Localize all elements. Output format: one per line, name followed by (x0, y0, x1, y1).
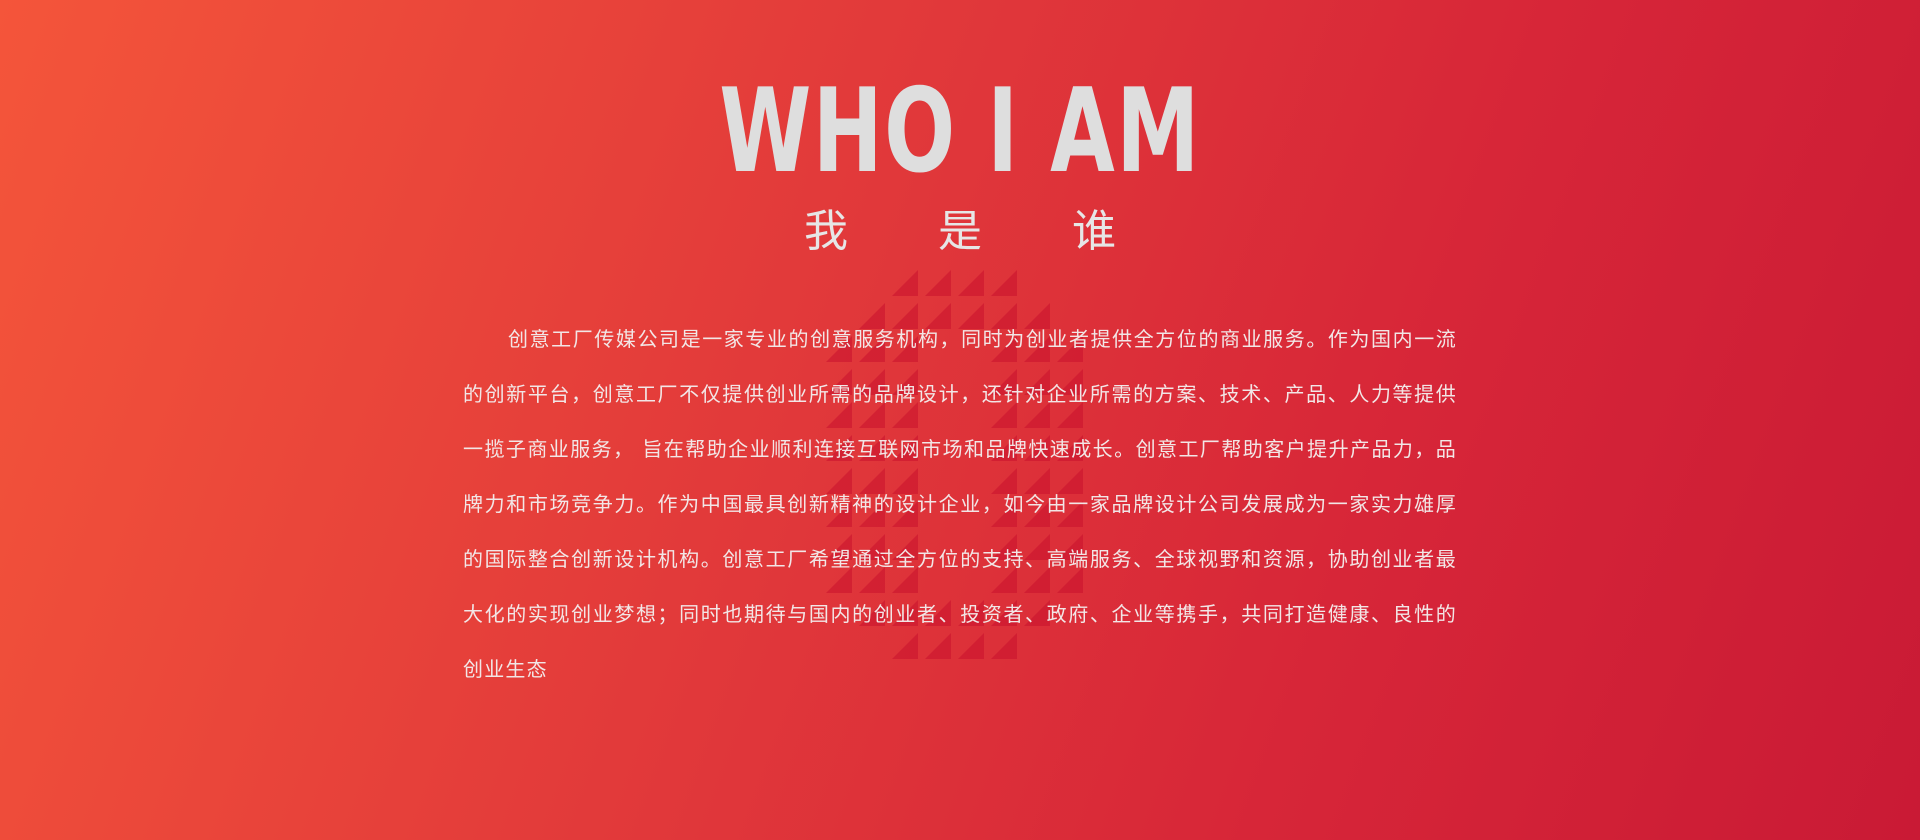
triangle-pattern-decoration (826, 270, 1083, 659)
pattern-triangle (859, 567, 885, 593)
pattern-triangle (991, 633, 1017, 659)
pattern-triangle (1057, 501, 1083, 527)
pattern-triangle (826, 468, 852, 494)
pattern-triangle (958, 270, 984, 296)
pattern-triangle (892, 303, 918, 329)
pattern-triangle (859, 600, 885, 626)
pattern-triangle (991, 369, 1017, 395)
pattern-triangle (1024, 468, 1050, 494)
pattern-triangle (1057, 534, 1083, 560)
pattern-triangle (925, 270, 951, 296)
pattern-triangle (859, 369, 885, 395)
pattern-triangle (892, 567, 918, 593)
pattern-triangle (925, 633, 951, 659)
pattern-triangle (991, 600, 1017, 626)
pattern-triangle (826, 435, 852, 461)
pattern-triangle (1024, 303, 1050, 329)
pattern-triangle (991, 303, 1017, 329)
pattern-triangle (1057, 468, 1083, 494)
pattern-triangle (991, 270, 1017, 296)
pattern-triangle (991, 336, 1017, 362)
pattern-triangle (991, 534, 1017, 560)
pattern-triangle (892, 633, 918, 659)
pattern-triangle (1024, 600, 1050, 626)
pattern-triangle (826, 336, 852, 362)
pattern-triangle (892, 600, 918, 626)
pattern-triangle (859, 435, 885, 461)
pattern-triangle (892, 369, 918, 395)
pattern-triangle (826, 534, 852, 560)
pattern-triangle (991, 435, 1017, 461)
pattern-triangle (958, 633, 984, 659)
pattern-triangle (1024, 336, 1050, 362)
pattern-triangle (859, 468, 885, 494)
pattern-triangle (958, 600, 984, 626)
pattern-triangle (1024, 402, 1050, 428)
pattern-triangle (1024, 534, 1050, 560)
pattern-triangle (991, 567, 1017, 593)
pattern-triangle (1024, 501, 1050, 527)
pattern-triangle (826, 402, 852, 428)
pattern-triangle (892, 435, 918, 461)
pattern-triangle (1024, 369, 1050, 395)
pattern-triangle (991, 468, 1017, 494)
pattern-triangle (859, 303, 885, 329)
pattern-triangle (892, 468, 918, 494)
pattern-triangle (826, 501, 852, 527)
page-subtitle: 我是谁 (804, 206, 1206, 257)
pattern-triangle (958, 303, 984, 329)
pattern-triangle (925, 600, 951, 626)
pattern-triangle (991, 501, 1017, 527)
pattern-triangle (991, 402, 1017, 428)
pattern-triangle (859, 402, 885, 428)
pattern-triangle (826, 369, 852, 395)
pattern-triangle (859, 534, 885, 560)
pattern-triangle (1057, 567, 1083, 593)
pattern-triangle (826, 567, 852, 593)
pattern-triangle (925, 303, 951, 329)
pattern-triangle (1057, 336, 1083, 362)
page-title: WHO I AM (719, 64, 1201, 199)
pattern-triangle (892, 501, 918, 527)
pattern-triangle (1024, 435, 1050, 461)
pattern-triangle (892, 270, 918, 296)
pattern-triangle (859, 336, 885, 362)
about-paragraph: 创意工厂传媒公司是一家专业的创意服务机构，同时为创业者提供全方位的商业服务。作为… (463, 327, 1457, 681)
pattern-triangle (859, 501, 885, 527)
pattern-triangle (1057, 402, 1083, 428)
pattern-triangle (892, 336, 918, 362)
pattern-triangle (1057, 369, 1083, 395)
pattern-triangle (1057, 435, 1083, 461)
pattern-triangle (892, 534, 918, 560)
pattern-triangle (1024, 567, 1050, 593)
pattern-triangle (892, 402, 918, 428)
